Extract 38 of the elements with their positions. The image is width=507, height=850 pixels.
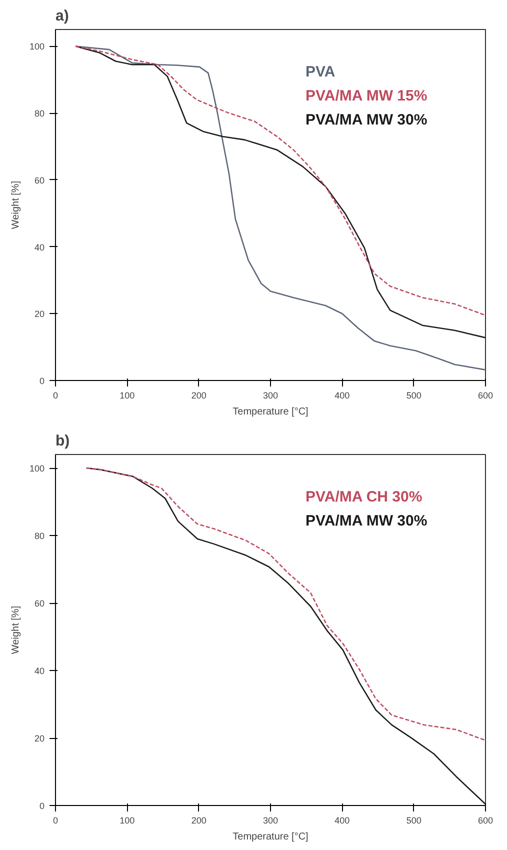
y-tick-label: 80: [34, 531, 45, 541]
text: PVA/MA MW 30%: [306, 112, 428, 128]
y-tick-label: 60: [34, 598, 45, 608]
x-axis-title: Temperature [°C]: [232, 832, 309, 842]
x-tick-label: 400: [334, 390, 350, 400]
chart-title: a): [56, 8, 69, 24]
x-tick-label: 300: [262, 816, 278, 826]
y-tick-label: 20: [34, 734, 45, 744]
y-tick-label: 60: [34, 175, 45, 186]
x-tick-label: 400: [334, 816, 350, 826]
y-tick-label: 80: [34, 108, 45, 119]
text: PVA/MA CH 30%: [306, 488, 422, 506]
y-tick-label: 100: [29, 42, 45, 52]
x-tick-label: 600: [478, 390, 494, 400]
y-tick-label: 0: [39, 801, 45, 811]
x-tick-label: 100: [120, 390, 135, 400]
x-tick-label: 500: [406, 816, 422, 826]
x-tick-label: 200: [191, 816, 206, 826]
y-tick-label: 0: [39, 376, 45, 386]
x-tick-label: 600: [478, 816, 494, 826]
x-tick-label: 200: [191, 390, 206, 400]
line-series: [86, 467, 486, 742]
y-tick-label: 100: [29, 464, 45, 474]
y-tick-label: 40: [34, 666, 45, 676]
x-tick-label: 0: [52, 816, 58, 826]
y-axis-title: Weight [%]: [10, 180, 22, 230]
chart-title: b): [56, 432, 70, 450]
x-tick-label: 500: [406, 390, 422, 400]
text: PVA: [306, 64, 336, 80]
x-axis-title: Temperature [°C]: [232, 406, 309, 418]
text: PVA/MA MW 15%: [306, 88, 428, 104]
y-axis-title: Weight [%]: [10, 606, 22, 654]
text: PVA/MA MW 30%: [306, 512, 428, 530]
y-tick-label: 20: [34, 309, 45, 320]
x-tick-label: 100: [120, 816, 135, 826]
x-tick-label: 0: [52, 390, 58, 400]
x-tick-label: 300: [262, 390, 278, 400]
y-tick-label: 40: [34, 242, 45, 252]
